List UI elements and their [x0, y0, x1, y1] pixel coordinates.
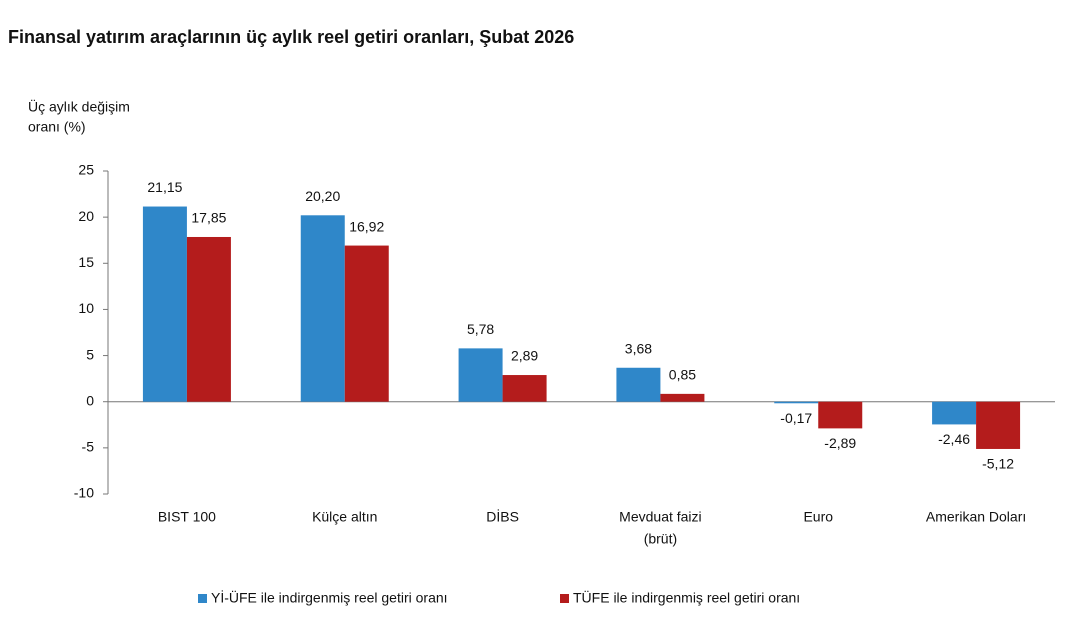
y-axis-label: oranı (%) — [28, 119, 86, 135]
legend-swatch — [198, 594, 207, 603]
value-label: -2,89 — [824, 435, 856, 451]
y-tick-label: 5 — [86, 346, 94, 362]
chart-title: Finansal yatırım araçlarının üç aylık re… — [8, 27, 574, 47]
x-tick-label: Mevduat faizi — [619, 509, 701, 525]
y-axis-label: Üç aylık değişim — [28, 98, 130, 115]
bar — [142, 206, 187, 402]
bar — [616, 367, 661, 402]
value-label: 3,68 — [625, 340, 652, 356]
y-tick-label: 10 — [78, 300, 94, 316]
x-tick-label: Külçe altın — [312, 509, 377, 525]
value-label: 16,92 — [349, 218, 384, 234]
x-tick-label: (brüt) — [644, 531, 677, 547]
bar — [502, 375, 547, 402]
value-label: -0,17 — [780, 410, 812, 426]
y-tick-label: 15 — [78, 254, 94, 270]
legend-label: TÜFE ile indirgenmiş reel getiri oranı — [573, 589, 800, 606]
value-label: -2,46 — [938, 431, 970, 447]
value-label: 17,85 — [191, 210, 226, 226]
value-label: 0,85 — [669, 367, 696, 383]
bar — [458, 348, 503, 402]
value-label: 20,20 — [305, 188, 340, 204]
bar — [818, 401, 863, 429]
y-tick-label: -5 — [82, 439, 95, 455]
y-tick-label: 25 — [78, 162, 94, 178]
x-tick-label: DİBS — [486, 508, 519, 525]
bar — [774, 401, 819, 404]
bar — [300, 215, 345, 402]
y-tick-label: 0 — [86, 392, 94, 408]
legend-label: Yİ-ÜFE ile indirgenmiş reel getiri oranı — [211, 589, 448, 606]
y-tick-label: 20 — [78, 208, 94, 224]
x-tick-label: Amerikan Doları — [926, 509, 1026, 525]
bar — [660, 393, 705, 402]
value-label: 5,78 — [467, 321, 494, 337]
bar — [186, 236, 231, 402]
y-tick-label: -10 — [74, 485, 94, 501]
value-label: -5,12 — [982, 456, 1014, 472]
bar — [344, 245, 389, 402]
value-label: 21,15 — [147, 179, 182, 195]
bar — [976, 401, 1021, 449]
value-label: 2,89 — [511, 348, 538, 364]
legend-swatch — [560, 594, 569, 603]
x-tick-label: Euro — [803, 509, 833, 525]
bar — [932, 401, 977, 425]
x-tick-label: BIST 100 — [158, 509, 216, 525]
